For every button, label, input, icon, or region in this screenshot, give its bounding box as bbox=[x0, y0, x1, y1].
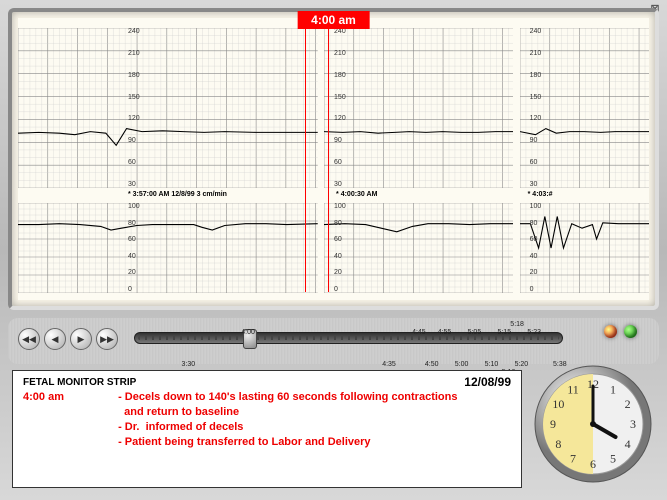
fastfwd-button[interactable]: ▶▶ bbox=[96, 328, 118, 350]
timeline-slider[interactable]: 3:304:004:354:454:504:555:005:055:105:15… bbox=[134, 332, 563, 344]
timeline-tick: 5:15 bbox=[497, 329, 511, 336]
current-time-badge: 4:00 am bbox=[297, 11, 370, 29]
timeline-tick: 4:55 bbox=[438, 329, 452, 336]
svg-text:4: 4 bbox=[625, 437, 631, 451]
svg-text:10: 10 bbox=[552, 397, 564, 411]
timeline-tick: 5:10 bbox=[485, 361, 499, 368]
monitor-frame: 4:00 am 240210180150120906030* 3:57:00 A… bbox=[8, 8, 659, 310]
power-led bbox=[624, 325, 637, 338]
timeline-tick: 5:00 bbox=[455, 361, 469, 368]
strip-timestamp: * 3:57:00 AM 12/8/99 3 cm/min bbox=[128, 191, 227, 198]
timeline-tick: 4:45 bbox=[412, 329, 426, 336]
timeline-tick: 3:30 bbox=[182, 361, 196, 368]
strip-timestamp: * 4:03:# bbox=[528, 191, 553, 198]
notes-title: FETAL MONITOR STRIP bbox=[23, 377, 511, 388]
time-cursor bbox=[328, 26, 329, 292]
notes-text: - Decels down to 140's lasting 60 second… bbox=[118, 390, 508, 449]
timeline-tick: 4:50 bbox=[425, 361, 439, 368]
svg-text:8: 8 bbox=[555, 437, 561, 451]
svg-text:2: 2 bbox=[625, 397, 631, 411]
svg-text:6: 6 bbox=[590, 457, 596, 471]
timeline-tick: 5:18 bbox=[510, 321, 524, 328]
prev-button[interactable]: ◀ bbox=[44, 328, 66, 350]
notes-time: 4:00 am bbox=[23, 390, 115, 405]
notes-date: 12/08/99 bbox=[464, 375, 511, 389]
svg-text:3: 3 bbox=[630, 417, 636, 431]
timeline-tick: 4:35 bbox=[382, 361, 396, 368]
timeline-tick: 4:00 bbox=[241, 329, 255, 336]
controls-bar: ◀◀◀▶▶▶ 3:304:004:354:454:504:555:005:055… bbox=[8, 318, 659, 364]
fhr-chart: 240210180150120906030* 3:57:00 AM 12/8/9… bbox=[18, 28, 649, 188]
analog-clock: 123456789101112 bbox=[533, 364, 653, 484]
timeline-tick: 5:20 bbox=[515, 361, 529, 368]
svg-text:11: 11 bbox=[567, 382, 579, 396]
strip-area: 240210180150120906030* 3:57:00 AM 12/8/9… bbox=[18, 18, 649, 300]
svg-text:7: 7 bbox=[570, 452, 576, 466]
timeline-tick: 5:05 bbox=[468, 329, 482, 336]
next-button[interactable]: ▶ bbox=[70, 328, 92, 350]
rewind-button[interactable]: ◀◀ bbox=[18, 328, 40, 350]
timeline-tick: 5:23 bbox=[527, 329, 541, 336]
svg-text:9: 9 bbox=[550, 417, 556, 431]
record-led bbox=[604, 325, 617, 338]
svg-text:1: 1 bbox=[610, 382, 616, 396]
svg-text:5: 5 bbox=[610, 452, 616, 466]
notes-panel: FETAL MONITOR STRIP 12/08/99 4:00 am - D… bbox=[12, 370, 522, 488]
toco-chart: 100806040200100806040200100806040200 bbox=[18, 203, 649, 293]
strip-timestamp: * 4:00:30 AM bbox=[336, 191, 377, 198]
